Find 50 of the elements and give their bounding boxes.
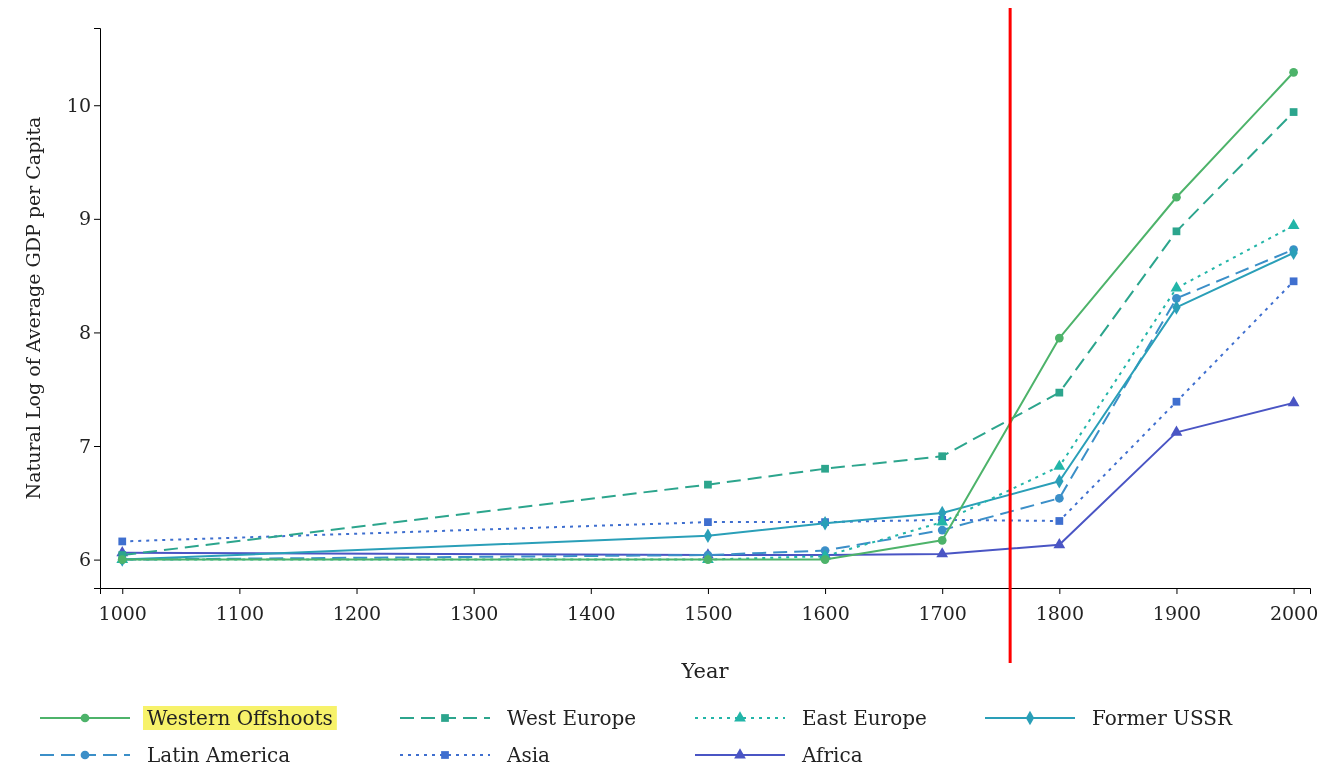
legend-label: Asia xyxy=(506,743,551,767)
point xyxy=(1287,396,1300,407)
x-tick-label: 1900 xyxy=(1152,601,1202,624)
point xyxy=(118,537,127,546)
point xyxy=(821,464,829,473)
point xyxy=(1054,333,1064,343)
x-tick-label: 1300 xyxy=(449,601,499,624)
point xyxy=(1170,281,1183,292)
legend-label: Latin America xyxy=(147,743,291,767)
x-tick-label: 1400 xyxy=(567,601,616,624)
point xyxy=(1054,493,1064,503)
point xyxy=(1053,538,1066,549)
point xyxy=(1055,517,1064,525)
point xyxy=(1172,397,1181,406)
y-tick-label: 9 xyxy=(78,207,91,230)
point xyxy=(1172,227,1181,236)
y-tick-label: 6 xyxy=(78,548,91,571)
y-tick-label: 7 xyxy=(78,434,91,457)
point xyxy=(1053,459,1066,470)
x-tick-label: 2000 xyxy=(1269,601,1319,624)
point xyxy=(1289,277,1298,286)
x-tick-label: 1100 xyxy=(215,601,265,624)
legend-label: East Europe xyxy=(802,706,927,730)
point xyxy=(1172,192,1181,202)
x-axis-title: Year xyxy=(680,659,730,683)
y-tick-label: 10 xyxy=(66,93,91,116)
x-tick-label: 1700 xyxy=(918,601,967,624)
point xyxy=(1172,293,1181,303)
x-tick-label: 1500 xyxy=(684,601,733,624)
point xyxy=(820,555,830,564)
y-axis-title: Natural Log of Average GDP per Capita xyxy=(22,116,44,500)
point xyxy=(1055,388,1064,397)
point xyxy=(1289,108,1298,116)
point xyxy=(1287,218,1300,230)
point xyxy=(1170,425,1183,436)
y-tick-label: 8 xyxy=(78,321,91,343)
x-tick-label: 1600 xyxy=(801,601,850,624)
x-tick-label: 1800 xyxy=(1035,601,1085,624)
legend-label: Africa xyxy=(801,743,863,767)
x-tick-label: 1000 xyxy=(98,601,147,624)
point xyxy=(704,480,712,489)
x-tick-label: 1200 xyxy=(332,601,382,624)
legend-label: West Europe xyxy=(507,706,637,730)
point xyxy=(937,525,947,535)
point xyxy=(1289,67,1298,77)
legend-label: Former USSR xyxy=(1092,706,1234,730)
point xyxy=(704,518,712,526)
point xyxy=(937,535,947,545)
point xyxy=(938,452,947,461)
point xyxy=(936,547,949,558)
